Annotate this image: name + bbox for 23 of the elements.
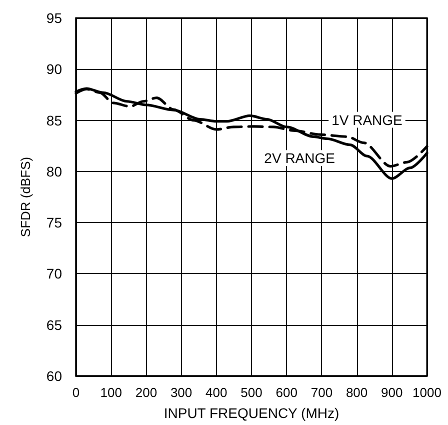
x-tick-label: 200 <box>135 385 158 400</box>
y-tick-label: 65 <box>46 316 62 333</box>
x-tick-label: 0 <box>72 385 80 400</box>
series-label: 1V RANGE <box>332 112 402 128</box>
y-tick-label: 75 <box>46 214 62 231</box>
x-axis-title: INPUT FREQUENCY (MHz) <box>164 405 340 421</box>
x-tick-label: 400 <box>206 385 228 400</box>
series-label: 2V RANGE <box>264 150 335 166</box>
x-tick-label: 100 <box>100 385 122 400</box>
x-tick-label: 1000 <box>412 385 442 400</box>
x-tick-label: 900 <box>381 385 403 400</box>
y-tick-label: 95 <box>46 10 62 26</box>
y-tick-label: 90 <box>46 61 62 78</box>
x-tick-label: 700 <box>310 385 333 400</box>
x-tick-label: 600 <box>276 385 298 400</box>
y-tick-label: 85 <box>46 112 62 128</box>
y-tick-label: 60 <box>46 368 62 384</box>
y-tick-label: 70 <box>46 266 62 282</box>
y-axis-title: SFDR (dBFS) <box>18 156 33 238</box>
x-tick-label: 300 <box>170 385 192 400</box>
x-tick-label: 800 <box>346 385 368 400</box>
y-tick-label: 80 <box>46 163 62 180</box>
x-tick-label: 500 <box>240 385 262 400</box>
